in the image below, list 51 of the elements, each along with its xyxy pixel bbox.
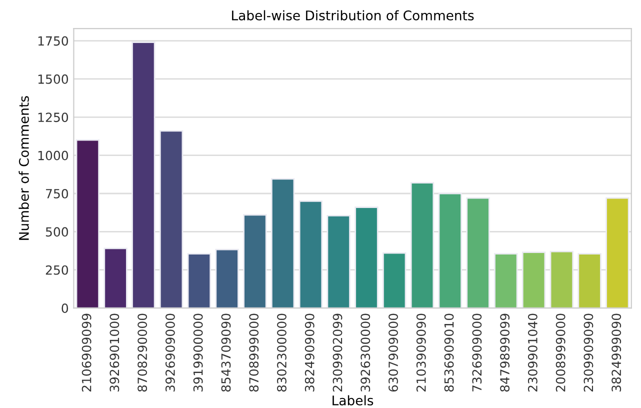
x-tick-label: 2309901040: [528, 314, 538, 392]
bar: [104, 248, 128, 308]
y-tick-label: 1000: [38, 150, 68, 160]
x-tick-label: 2106909099: [82, 314, 92, 392]
x-axis-title: Labels: [332, 395, 374, 406]
y-axis-title: Number of Comments: [18, 96, 29, 240]
bar: [326, 214, 350, 308]
x-tick-label: 8543709090: [221, 314, 231, 392]
x-tick-label: 3926901000: [110, 314, 120, 392]
bar: [76, 139, 100, 308]
bar: [187, 253, 212, 308]
x-tick-label: 8479899099: [500, 314, 510, 392]
bar: [298, 200, 323, 308]
x-tick-label: 3926300000: [360, 314, 370, 392]
bar: [522, 252, 546, 308]
bar: [159, 130, 184, 308]
x-tick-label: 3919900000: [193, 314, 203, 392]
bar: [410, 182, 434, 308]
x-tick-label: 8536909010: [444, 314, 454, 392]
x-tick-label: 6307909000: [388, 314, 398, 392]
x-tick-label: 8708290000: [138, 314, 148, 392]
bar: [243, 214, 267, 308]
x-tick-label: 2309902099: [332, 314, 342, 392]
bar: [550, 250, 574, 308]
bar: [466, 197, 490, 308]
bar: [354, 206, 378, 308]
x-tick-label: 3926909000: [165, 314, 175, 392]
y-tick-label: 750: [46, 188, 68, 198]
x-tick-label: 8302300000: [277, 314, 286, 392]
x-tick-label: 3824909090: [304, 314, 314, 392]
y-tick-label: 1750: [38, 36, 68, 46]
x-tick-label: 7326909000: [472, 314, 482, 392]
x-tick-label: 2309909090: [584, 314, 594, 392]
x-tick-label: 3824999090: [612, 314, 622, 392]
bar: [132, 42, 156, 308]
y-tick-label: 500: [46, 227, 68, 237]
x-tick-label: 8708999000: [249, 314, 259, 392]
bar: [382, 252, 406, 308]
bar: [494, 253, 518, 308]
bar: [606, 197, 630, 308]
bar: [578, 253, 602, 308]
y-tick-label: 0: [62, 304, 68, 313]
y-tick-label: 250: [46, 265, 68, 275]
y-tick-label: 1500: [38, 74, 68, 84]
y-tick-label: 1250: [38, 112, 68, 122]
x-tick-label: 2103909090: [416, 314, 426, 392]
bar: [270, 178, 295, 308]
chart-title: Label-wise Distribution of Comments: [232, 10, 474, 20]
x-tick-label: 2008999000: [556, 314, 566, 392]
bar: [438, 192, 462, 308]
bar: [215, 248, 239, 308]
